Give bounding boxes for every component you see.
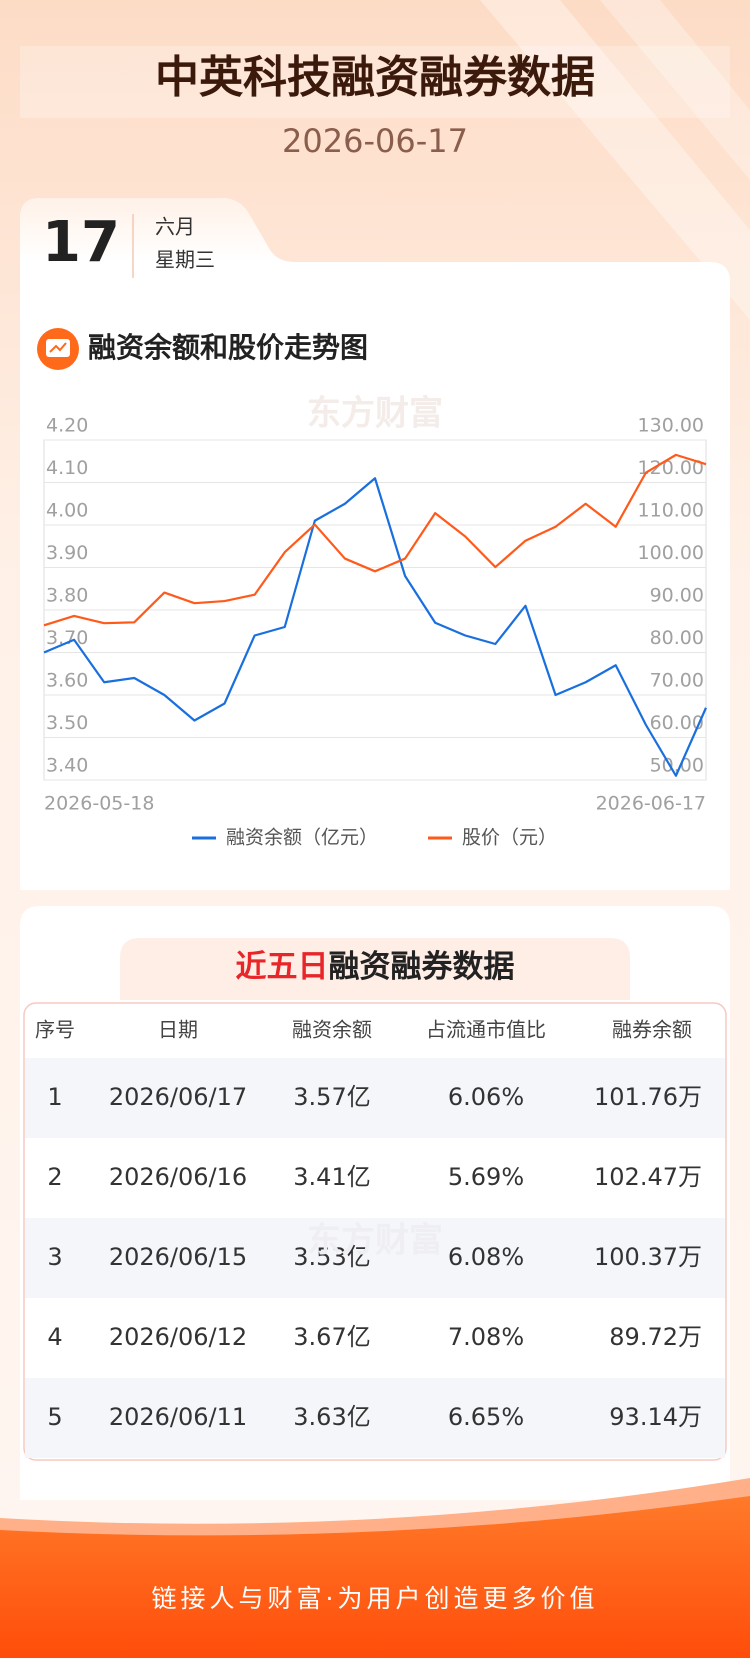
cell: 6.08% xyxy=(448,1243,524,1271)
cell: 6.06% xyxy=(448,1083,524,1111)
table-body: 序号 日期 融资余额 占流通市值比 融券余额 1 2026/06/17 3.57亿 6.06% 1… xyxy=(25,1018,725,1458)
y-tick-label: 3.80 xyxy=(46,585,88,607)
section-title: 融资余额和股价走势图 xyxy=(88,331,368,364)
column-header: 占流通市值比 xyxy=(426,1018,546,1042)
cell: 1 xyxy=(47,1083,62,1111)
series-line xyxy=(43,477,708,777)
cell: 2026/06/16 xyxy=(109,1163,247,1191)
chart-card xyxy=(20,198,730,890)
cell: 2 xyxy=(47,1163,62,1191)
cell: 3 xyxy=(47,1243,62,1271)
chart: 3.40 3.50 3.60 3.70 3.80 3.90 4.00 4.10 4.20 50.0… xyxy=(43,415,708,849)
y-tick-label: 3.60 xyxy=(46,670,88,692)
y2-tick-label: 110.00 xyxy=(638,500,704,522)
y2-tick-label: 50.00 xyxy=(650,755,704,777)
footer xyxy=(0,1496,750,1658)
day: 17 xyxy=(42,210,120,275)
cell: 5 xyxy=(47,1403,62,1431)
cell: 3.53亿 xyxy=(293,1243,370,1271)
y2-tick-label: 60.00 xyxy=(650,712,704,734)
cell: 3.57亿 xyxy=(293,1083,370,1111)
cell: 2026/06/12 xyxy=(109,1323,247,1351)
column-header: 序号 xyxy=(35,1018,75,1042)
cell: 6.65% xyxy=(448,1403,524,1431)
y-tick-label: 3.50 xyxy=(46,712,88,734)
y-tick-label: 4.20 xyxy=(46,415,88,437)
watermark: 东方财富 xyxy=(307,1221,443,1261)
cell: 100.37万 xyxy=(594,1243,702,1271)
bg-stripe xyxy=(600,0,750,180)
row-bg xyxy=(25,1378,725,1458)
row-bg xyxy=(25,1218,725,1298)
cell: 7.08% xyxy=(448,1323,524,1351)
title: 中英科技融资融券数据 xyxy=(155,52,595,103)
column-header: 日期 xyxy=(158,1018,198,1042)
cell: 89.72万 xyxy=(609,1323,702,1351)
cell: 3.41亿 xyxy=(293,1163,370,1191)
legend-label: 融资余额（亿元） xyxy=(226,827,378,849)
bg-stripe xyxy=(480,0,750,320)
footer-slogan: 链接人与财富·为用户创造更多价值 xyxy=(152,1584,599,1613)
y-tick-label: 3.90 xyxy=(46,542,88,564)
row-bg xyxy=(25,1058,725,1138)
y2-tick-label: 70.00 xyxy=(650,670,704,692)
y-tick-label: 4.00 xyxy=(46,500,88,522)
cell: 3.67亿 xyxy=(293,1323,370,1351)
cell: 5.69% xyxy=(448,1163,524,1191)
table-title-highlight: 近五日 xyxy=(236,949,329,985)
cell: 101.76万 xyxy=(594,1083,702,1111)
y2-tick-label: 80.00 xyxy=(650,627,704,649)
section-icon-line xyxy=(49,342,67,353)
cell: 102.47万 xyxy=(594,1163,702,1191)
title-band xyxy=(20,46,730,118)
month: 六月 xyxy=(155,215,195,239)
cell: 4 xyxy=(47,1323,62,1351)
y2-tick-label: 130.00 xyxy=(638,415,704,437)
x-tick-label: 2026-06-17 xyxy=(596,793,706,815)
cell: 2026/06/15 xyxy=(109,1243,247,1271)
x-tick-label: 2026-05-18 xyxy=(44,793,154,815)
y-tick-label: 3.40 xyxy=(46,755,88,777)
cell: 3.63亿 xyxy=(293,1403,370,1431)
column-header: 融资余额 xyxy=(292,1018,372,1042)
table-title: 近五日融资融券数据 xyxy=(236,949,515,985)
cell: 93.14万 xyxy=(609,1403,702,1431)
y2-tick-label: 120.00 xyxy=(638,457,704,479)
column-header: 融券余额 xyxy=(612,1018,692,1042)
y2-tick-label: 100.00 xyxy=(638,542,704,564)
date: 2026-06-17 xyxy=(282,122,468,160)
cell: 2026/06/17 xyxy=(109,1083,247,1111)
date-tab xyxy=(20,198,294,262)
cell: 2026/06/11 xyxy=(109,1403,247,1431)
table-title-tab xyxy=(120,938,630,1000)
series-line xyxy=(43,453,707,627)
table-title-rest: 融资融券数据 xyxy=(329,949,515,985)
weekday: 星期三 xyxy=(155,248,215,272)
watermark: 东方财富 xyxy=(307,394,443,434)
legend-label: 股价（元） xyxy=(462,827,557,849)
y-tick-label: 3.70 xyxy=(46,627,88,649)
y2-tick-label: 90.00 xyxy=(650,585,704,607)
y-tick-label: 4.10 xyxy=(46,457,88,479)
